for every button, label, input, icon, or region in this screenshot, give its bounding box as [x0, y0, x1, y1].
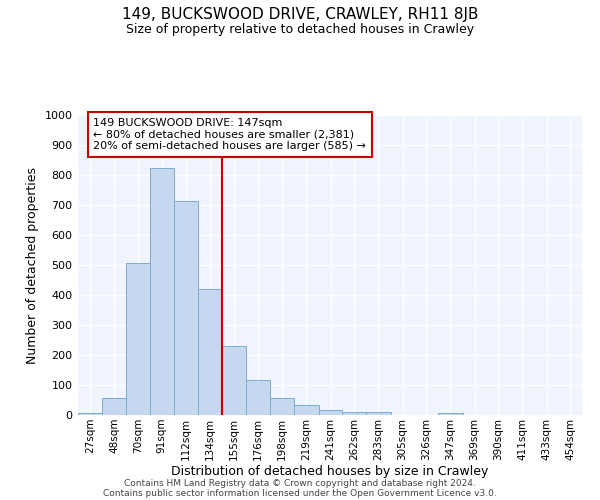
Bar — [294, 404, 319, 415]
X-axis label: Distribution of detached houses by size in Crawley: Distribution of detached houses by size … — [172, 466, 488, 478]
Bar — [438, 412, 463, 415]
Bar — [199, 289, 222, 415]
Bar — [245, 380, 271, 415]
Bar — [127, 263, 150, 415]
Text: Contains HM Land Registry data © Crown copyright and database right 2024.: Contains HM Land Registry data © Crown c… — [124, 478, 476, 488]
Text: 149 BUCKSWOOD DRIVE: 147sqm
← 80% of detached houses are smaller (2,381)
20% of : 149 BUCKSWOOD DRIVE: 147sqm ← 80% of det… — [93, 118, 366, 151]
Bar — [222, 346, 245, 415]
Text: Contains public sector information licensed under the Open Government Licence v3: Contains public sector information licen… — [103, 488, 497, 498]
Bar — [343, 412, 366, 415]
Bar — [173, 201, 199, 415]
Bar — [78, 412, 101, 415]
Bar — [366, 412, 391, 415]
Y-axis label: Number of detached properties: Number of detached properties — [26, 166, 39, 364]
Text: 149, BUCKSWOOD DRIVE, CRAWLEY, RH11 8JB: 149, BUCKSWOOD DRIVE, CRAWLEY, RH11 8JB — [122, 8, 478, 22]
Bar — [150, 168, 173, 415]
Bar — [319, 410, 343, 415]
Bar — [101, 398, 127, 415]
Text: Size of property relative to detached houses in Crawley: Size of property relative to detached ho… — [126, 22, 474, 36]
Bar — [271, 398, 294, 415]
